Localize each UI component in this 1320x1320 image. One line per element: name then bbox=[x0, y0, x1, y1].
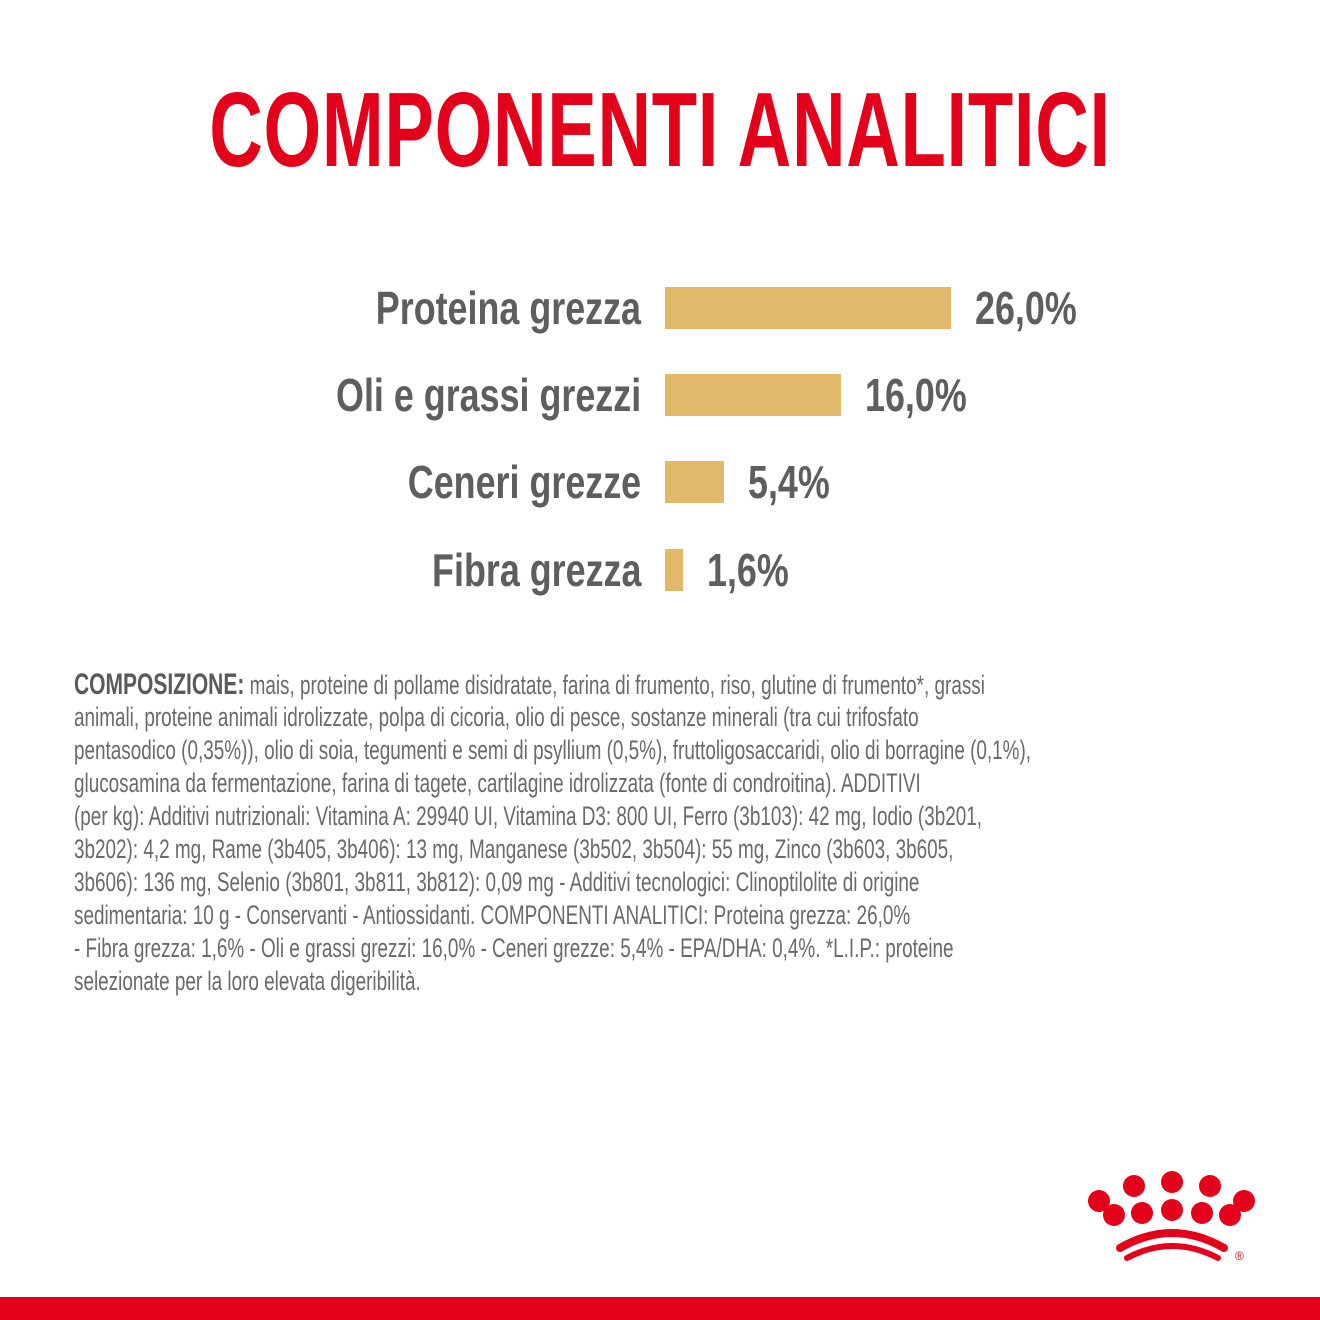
composition-line: animali, proteine animali idrolizzate, p… bbox=[74, 702, 919, 732]
title-text: COMPONENTI ANALITICI bbox=[209, 71, 1111, 189]
bar-value-label: 5,4% bbox=[748, 456, 831, 508]
crown-logo-icon: ® bbox=[1088, 1171, 1255, 1263]
bar-label: Proteina grezza bbox=[375, 282, 641, 334]
bar bbox=[665, 374, 841, 416]
composition-line: sedimentaria: 10 g - Conservanti - Antio… bbox=[74, 900, 911, 930]
bar bbox=[665, 549, 683, 591]
bar-label: Fibra grezza bbox=[431, 544, 641, 596]
composition-line: COMPOSIZIONE: mais, proteine di pollame … bbox=[74, 668, 1031, 701]
composition-line: 3b606): 136 mg, Selenio (3b801, 3b811, 3… bbox=[74, 867, 920, 897]
composition-line: selezionate per la loro elevata digeribi… bbox=[74, 966, 421, 996]
bar bbox=[665, 287, 951, 329]
brand-footer-band bbox=[0, 1297, 1320, 1320]
composition-line: (per kg): Additivi nutrizionali: Vitamin… bbox=[74, 801, 983, 831]
bar-value-label: 16,0% bbox=[865, 369, 967, 421]
page-title: COMPONENTI ANALITICI bbox=[0, 70, 1320, 191]
composition-line-text: mais, proteine di pollame disidratate, f… bbox=[244, 670, 985, 700]
composition-heading: COMPOSIZIONE: bbox=[74, 668, 245, 701]
registered-mark: ® bbox=[1235, 1249, 1244, 1263]
composition-line: 3b202): 4,2 mg, Rame (3b405, 3b406): 13 … bbox=[74, 834, 954, 864]
bar-label: Ceneri grezze bbox=[407, 456, 641, 508]
composition-text: COMPOSIZIONE: mais, proteine di pollame … bbox=[74, 668, 1320, 998]
composition-line: glucosamina da fermentazione, farina di … bbox=[74, 768, 921, 798]
composition-line: pentasodico (0,35%)), olio di soia, tegu… bbox=[74, 735, 1031, 765]
bar-value-label: 1,6% bbox=[706, 544, 789, 596]
bar-value-label: 26,0% bbox=[975, 282, 1077, 334]
composition-line: - Fibra grezza: 1,6% - Oli e grassi grez… bbox=[74, 933, 954, 963]
bar-label: Oli e grassi grezzi bbox=[335, 369, 641, 421]
bar bbox=[665, 461, 725, 503]
